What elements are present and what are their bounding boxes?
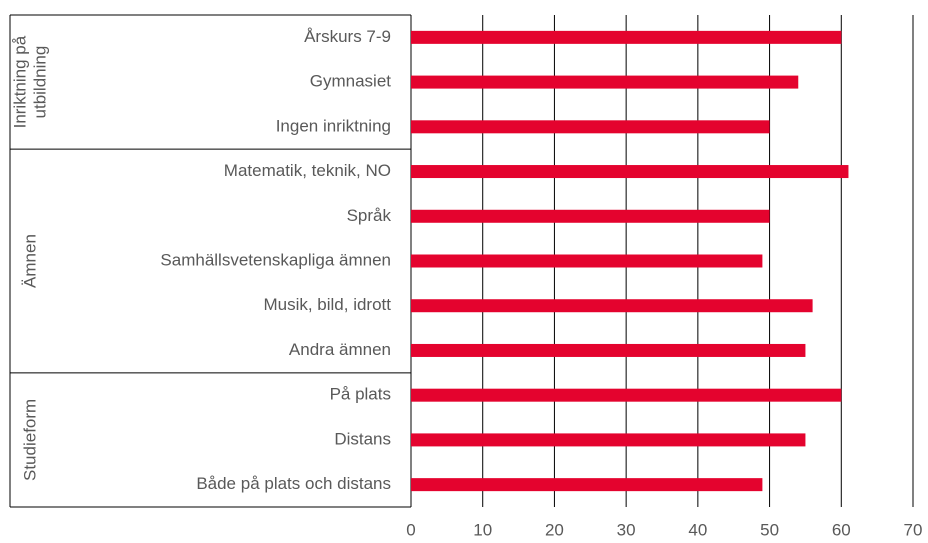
bar	[411, 165, 849, 179]
x-tick-label: 40	[688, 520, 707, 539]
y-tick-label: Gymnasiet	[310, 72, 392, 91]
x-tick-label: 70	[904, 520, 923, 539]
y-tick-label: Ingen inriktning	[276, 116, 391, 135]
bar	[411, 120, 770, 134]
y-tick-label: Distans	[334, 429, 391, 448]
x-tick-label: 30	[617, 520, 636, 539]
group-label: Studieform	[20, 399, 39, 481]
bar	[411, 209, 770, 223]
bar	[411, 299, 813, 313]
group-label: utbildning	[30, 46, 49, 119]
x-tick-label: 10	[473, 520, 492, 539]
y-tick-label: Språk	[347, 206, 392, 225]
y-tick-label: På plats	[330, 385, 391, 404]
bar	[411, 478, 763, 492]
bar	[411, 388, 842, 402]
bar	[411, 343, 806, 357]
bar	[411, 30, 842, 44]
x-tick-label: 50	[760, 520, 779, 539]
y-tick-label: Matematik, teknik, NO	[224, 161, 391, 180]
group-label: Inriktning på	[10, 35, 29, 128]
y-tick-label: Musik, bild, idrott	[263, 295, 391, 314]
y-tick-label: Årskurs 7-9	[304, 27, 391, 46]
x-tick-label: 0	[406, 520, 415, 539]
bar	[411, 433, 806, 447]
y-tick-label: Samhällsvetenskapliga ämnen	[160, 250, 391, 269]
bar	[411, 75, 799, 89]
y-tick-label: Andra ämnen	[289, 340, 391, 359]
group-label: Ämnen	[20, 234, 39, 288]
bar	[411, 254, 763, 268]
y-tick-label: Både på plats och distans	[196, 474, 391, 493]
x-tick-label: 60	[832, 520, 851, 539]
x-tick-label: 20	[545, 520, 564, 539]
